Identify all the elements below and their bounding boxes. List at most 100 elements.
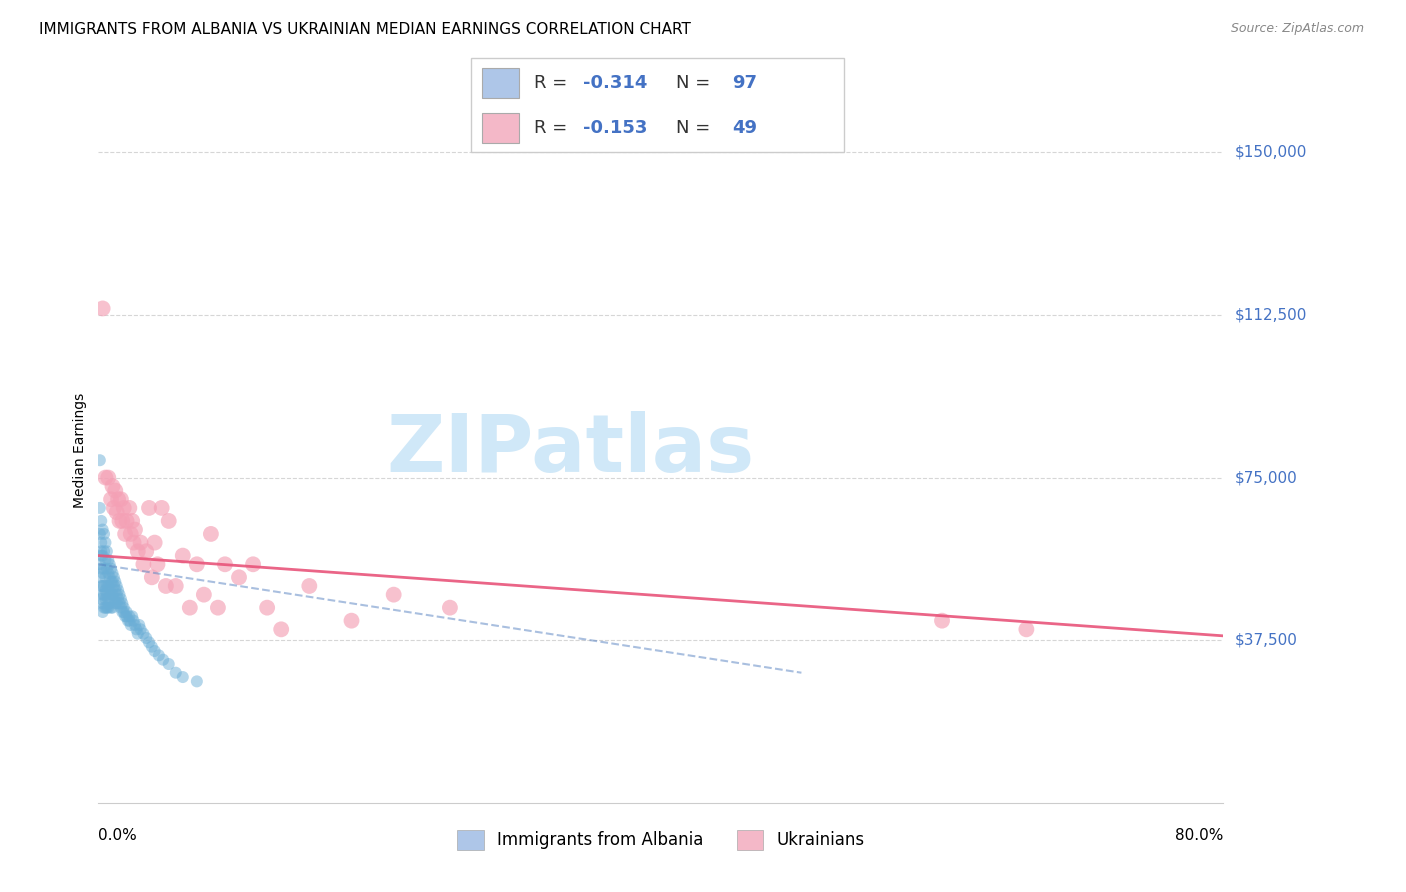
Point [105, 588, 128, 602]
Point [97, 566, 120, 580]
Point [124, 618, 146, 632]
Point [117, 614, 139, 628]
Point [93, 544, 115, 558]
Point [104, 483, 127, 498]
Point [90, 579, 112, 593]
Point [108, 514, 131, 528]
Point [90, 514, 112, 528]
Point [120, 527, 142, 541]
Point [111, 514, 134, 528]
Point [115, 609, 138, 624]
Text: R =: R = [534, 120, 574, 137]
FancyBboxPatch shape [471, 58, 844, 152]
Point [90, 549, 112, 563]
Point [439, 600, 461, 615]
Point [94, 570, 117, 584]
Point [214, 558, 236, 572]
Point [100, 600, 122, 615]
Point [105, 505, 128, 519]
Point [141, 640, 163, 654]
Point [107, 492, 129, 507]
Point [91, 301, 114, 316]
Text: $37,500: $37,500 [1234, 632, 1298, 648]
Point [101, 566, 124, 580]
Point [298, 579, 321, 593]
Point [97, 579, 120, 593]
Point [193, 588, 215, 602]
Point [146, 558, 169, 572]
Point [112, 500, 135, 515]
Point [143, 644, 166, 658]
Point [207, 600, 229, 615]
Point [105, 579, 128, 593]
Point [242, 558, 264, 572]
Point [1015, 623, 1038, 637]
Point [228, 570, 250, 584]
Point [143, 535, 166, 549]
Point [148, 648, 170, 663]
Text: N =: N = [676, 120, 716, 137]
Point [114, 609, 136, 624]
Point [94, 535, 117, 549]
Point [90, 535, 112, 549]
Point [141, 570, 163, 584]
Point [155, 579, 177, 593]
Point [157, 514, 180, 528]
Point [97, 470, 120, 484]
Point [90, 592, 112, 607]
Point [110, 592, 132, 607]
Text: R =: R = [534, 74, 574, 92]
Point [94, 600, 117, 615]
Point [112, 600, 135, 615]
Text: N =: N = [676, 74, 716, 92]
Point [121, 514, 143, 528]
Legend: Immigrants from Albania, Ukrainians: Immigrants from Albania, Ukrainians [449, 822, 873, 858]
Point [165, 665, 187, 680]
Point [179, 600, 201, 615]
Point [115, 514, 138, 528]
Point [91, 566, 114, 580]
Point [101, 574, 124, 589]
Point [118, 500, 141, 515]
Point [127, 626, 149, 640]
Point [125, 623, 148, 637]
Text: -0.153: -0.153 [583, 120, 647, 137]
Y-axis label: Median Earnings: Median Earnings [73, 392, 87, 508]
Point [91, 523, 114, 537]
Point [91, 588, 114, 602]
Text: ZIPatlas: ZIPatlas [387, 411, 755, 490]
Point [108, 596, 131, 610]
Point [256, 600, 278, 615]
Point [132, 626, 155, 640]
Text: -0.314: -0.314 [583, 74, 647, 92]
Point [127, 544, 149, 558]
Text: 49: 49 [733, 120, 756, 137]
Point [98, 570, 121, 584]
Point [200, 527, 222, 541]
Text: Source: ZipAtlas.com: Source: ZipAtlas.com [1230, 22, 1364, 36]
Point [107, 592, 129, 607]
Point [382, 588, 405, 602]
Point [91, 605, 114, 619]
Point [931, 614, 953, 628]
Text: 97: 97 [733, 74, 756, 92]
Point [98, 583, 121, 598]
Point [103, 579, 125, 593]
Point [94, 583, 117, 598]
Point [96, 600, 118, 615]
Point [91, 549, 114, 563]
Point [101, 588, 124, 602]
Point [121, 609, 143, 624]
Point [186, 674, 208, 689]
Point [107, 583, 129, 598]
Point [110, 492, 132, 507]
Point [135, 631, 157, 645]
Point [152, 653, 174, 667]
Point [103, 592, 125, 607]
Text: IMMIGRANTS FROM ALBANIA VS UKRAINIAN MEDIAN EARNINGS CORRELATION CHART: IMMIGRANTS FROM ALBANIA VS UKRAINIAN MED… [39, 22, 692, 37]
Point [118, 614, 141, 628]
Point [98, 558, 121, 572]
Point [93, 588, 115, 602]
Point [129, 535, 152, 549]
Point [90, 544, 112, 558]
